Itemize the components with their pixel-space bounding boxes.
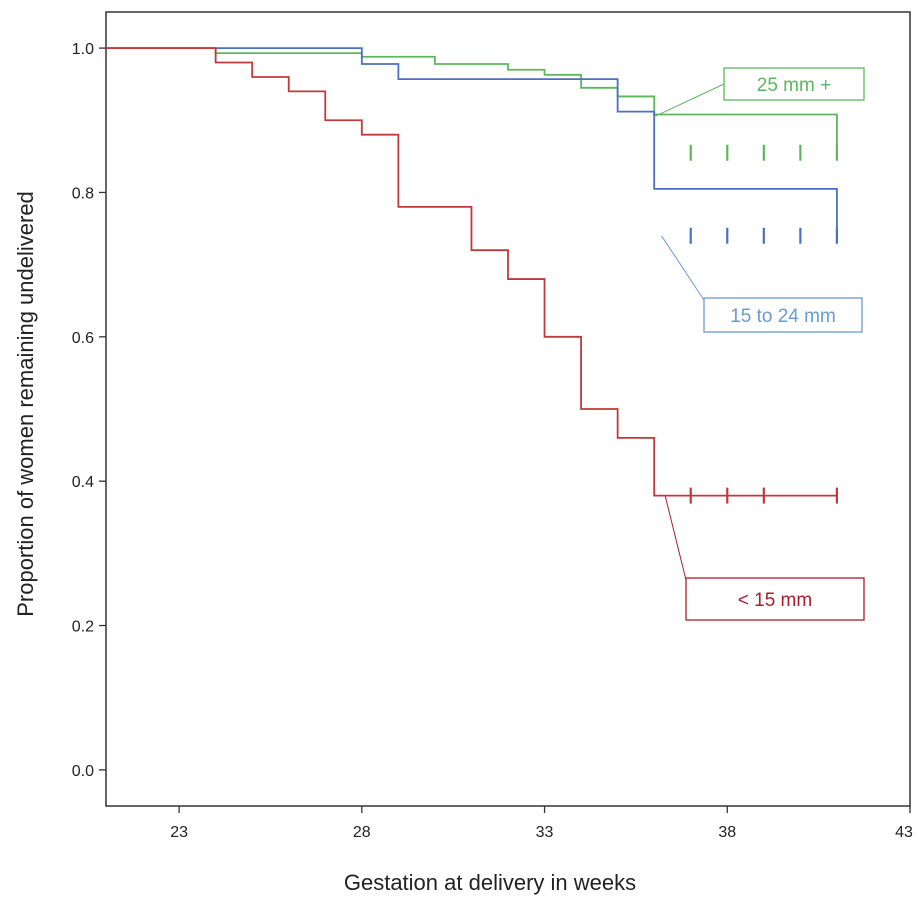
y-tick-label: 0.0 (72, 763, 94, 780)
annotation-box (685, 577, 865, 621)
annotation-label: 15 to 24 mm (730, 306, 836, 327)
chart-axes: 0.0 0.2 0.4 0.6 0.8 1.0 23 28 33 38 43 Gestation at… (13, 11, 913, 895)
annotation-label: < 15 mm (738, 590, 812, 611)
annotation-leader-line (661, 235, 705, 301)
x-axis-label: Gestation at delivery in weeks (344, 870, 636, 895)
x-tick-label: 23 (170, 824, 188, 841)
chart-series (106, 47, 839, 504)
x-tick-label: 33 (536, 824, 554, 841)
annotation-box (703, 297, 863, 333)
annotation-leader-line (664, 495, 687, 581)
chart-annotations: 25 mm + 15 to 24 mm < 15 mm (653, 67, 865, 621)
y-axis-label: Proportion of women remaining undelivere… (13, 191, 38, 617)
annotation-box (723, 67, 865, 101)
x-tick-label: 38 (718, 824, 736, 841)
y-tick-label: 1.0 (72, 41, 94, 58)
x-tick-label: 43 (895, 824, 913, 841)
annotation-leader-line (653, 83, 725, 118)
y-tick-label: 0.4 (72, 474, 94, 491)
plot-frame (105, 11, 911, 807)
x-tick-label: 28 (353, 824, 371, 841)
series-line-2 (106, 47, 837, 497)
y-tick-label: 0.8 (72, 185, 94, 202)
series-line-1 (106, 47, 838, 236)
annotation-label: 25 mm + (757, 75, 831, 96)
y-tick-label: 0.2 (72, 619, 94, 636)
y-tick-label: 0.6 (72, 330, 94, 347)
